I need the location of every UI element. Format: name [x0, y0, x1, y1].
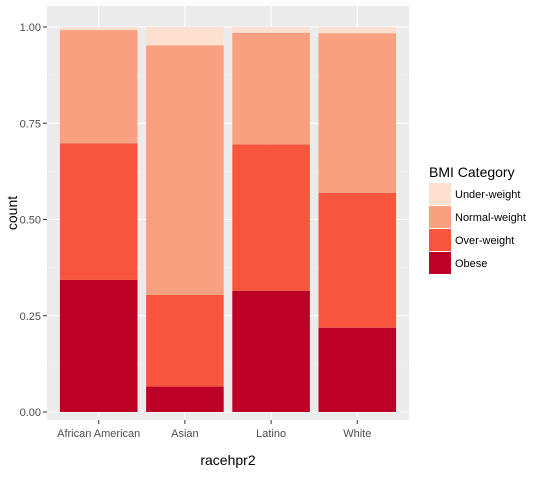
- legend-swatch: [429, 229, 451, 251]
- bar-segment: [59, 27, 138, 31]
- bar-segment: [146, 386, 224, 412]
- bar-segment: [59, 30, 138, 144]
- bar-segment: [318, 192, 397, 328]
- bar-segment: [59, 143, 138, 280]
- bars: [59, 27, 397, 412]
- bar-segment: [59, 279, 138, 412]
- y-tick-label: 0.75: [20, 118, 41, 130]
- legend-title: BMI Category: [429, 164, 515, 180]
- legend-swatch: [429, 183, 451, 205]
- y-axis-title: count: [4, 196, 20, 230]
- bar-segment: [232, 290, 310, 412]
- legend-label: Normal-weight: [455, 212, 526, 224]
- legend: BMI Category Under-weight Normal-weight Ov…: [429, 164, 526, 274]
- bar-segment: [146, 45, 224, 295]
- legend-swatch: [429, 206, 451, 228]
- x-axis: African American Asian Latino White: [57, 420, 371, 440]
- y-tick-label: 1.00: [20, 22, 41, 34]
- bar-segment: [232, 144, 310, 291]
- bar-segment: [146, 294, 224, 387]
- x-tick-label: Asian: [171, 428, 199, 440]
- bar-segment: [232, 32, 310, 145]
- bar-segment: [232, 27, 310, 33]
- x-tick-label: Latino: [256, 428, 286, 440]
- bar-segment: [318, 327, 397, 412]
- y-tick-label: 0.00: [20, 407, 41, 419]
- legend-label: Obese: [455, 258, 487, 270]
- x-tick-label: White: [343, 428, 371, 440]
- x-tick-label: African American: [57, 428, 140, 440]
- x-axis-title: racehpr2: [200, 452, 255, 468]
- legend-label: Over-weight: [455, 235, 514, 247]
- y-tick-label: 0.25: [20, 311, 41, 323]
- bar-segment: [318, 33, 397, 193]
- bar-segment: [318, 27, 397, 34]
- y-axis: 0.00 0.25 0.50 0.75 1.00: [20, 22, 47, 419]
- bar-segment: [146, 27, 224, 46]
- y-tick-label: 0.50: [20, 215, 41, 227]
- legend-swatch: [429, 252, 451, 274]
- legend-label: Under-weight: [455, 189, 520, 201]
